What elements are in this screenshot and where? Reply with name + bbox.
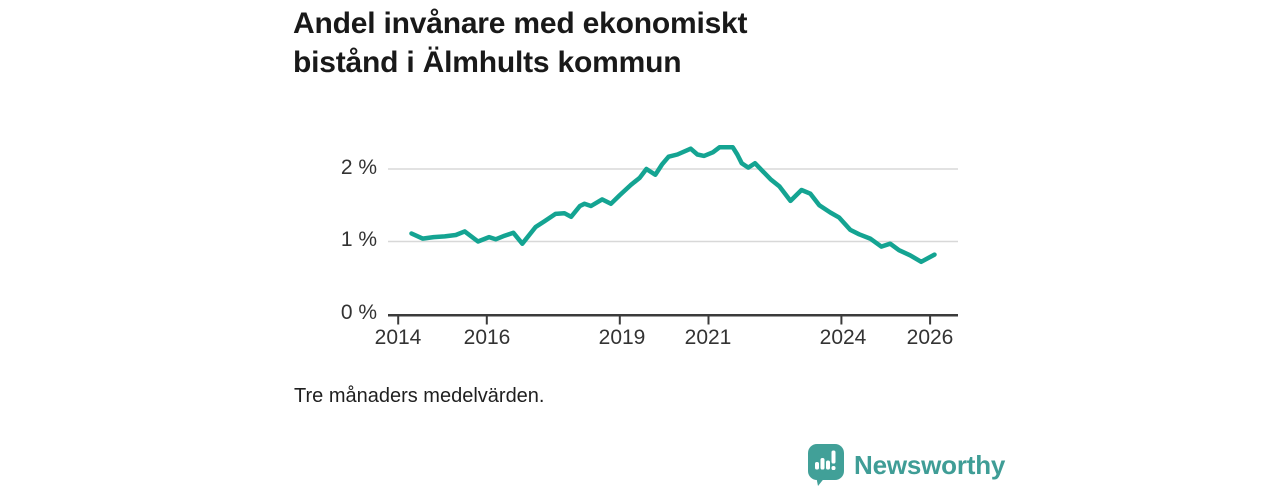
x-tick-label-2024: 2024 [819, 326, 867, 349]
chart-title-line-2: bistånd i Älmhults kommun [293, 46, 682, 79]
x-tick-label-2021: 2021 [684, 326, 732, 349]
y-tick-label-2pct: 2 % [340, 156, 377, 179]
newsworthy-logo: Newsworthy [807, 443, 1005, 487]
y-tick-label-0pct: 0 % [340, 301, 377, 324]
newsworthy-logo-icon [808, 444, 844, 486]
y-tick-label-1pct: 1 % [340, 228, 377, 251]
chart-title-line-1: Andel invånare med ekonomiskt [293, 7, 748, 40]
x-tick-label-2026: 2026 [906, 326, 954, 349]
chart-footnote: Tre månaders medelvärden. [294, 385, 545, 407]
newsworthy-logo-text: Newsworthy [854, 449, 1006, 480]
chart-plot-area [388, 145, 958, 325]
x-tick-label-2014: 2014 [374, 326, 422, 349]
x-tick-label-2016: 2016 [463, 326, 511, 349]
mini-bar-chart-glyph [815, 450, 836, 470]
speech-bubble-shape [808, 444, 844, 480]
x-tick-label-2019: 2019 [598, 326, 646, 349]
data-line [409, 145, 937, 265]
speech-bubble-tail [816, 476, 826, 486]
chart-title: Andel invånare med ekonomiskt bistånd i … [293, 4, 933, 82]
